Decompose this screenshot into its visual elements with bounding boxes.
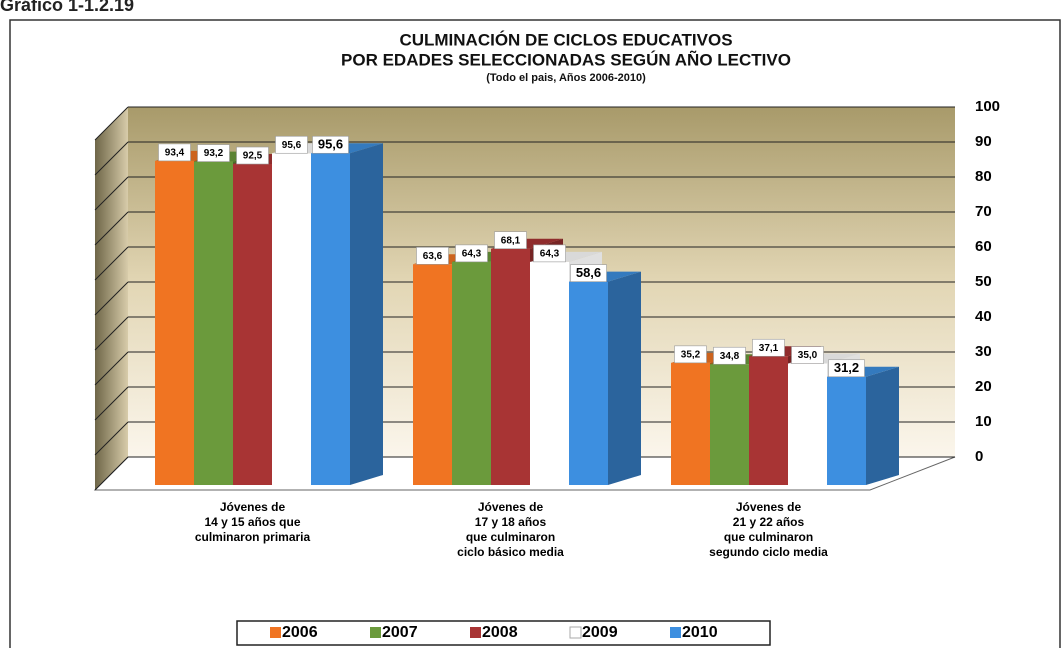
chart-title: POR EDADES SELECCIONADAS SEGÚN AÑO LECTI… (341, 49, 791, 69)
y-tick-label: 30 (975, 343, 992, 360)
legend-marker (670, 627, 681, 638)
legend-label: 2008 (482, 624, 518, 641)
label-box (197, 144, 230, 162)
value-label: 95,6 (282, 140, 302, 151)
grid-line (94, 281, 129, 316)
x-tick-label: Jóvenes de 21 y 22 años que culminaron s… (709, 500, 828, 559)
label-box (275, 135, 308, 154)
x-tick-label: Jóvenes de 14 y 15 años que culminaron p… (194, 500, 311, 544)
grid-line (94, 386, 129, 421)
bar (491, 248, 530, 485)
grid-line (94, 421, 129, 456)
y-tick-label: 40 (975, 308, 992, 325)
grid-line (94, 316, 129, 351)
y-tick-label: 20 (975, 378, 992, 395)
value-label: 95,6 (318, 137, 343, 152)
label-box (494, 231, 527, 249)
bar (788, 363, 827, 485)
bar-side (608, 271, 641, 485)
legend-label: 2010 (682, 624, 718, 641)
legend-marker (470, 627, 481, 638)
label-box (713, 346, 746, 365)
bar (569, 281, 608, 485)
grid-line (94, 176, 129, 211)
value-label: 37,1 (759, 343, 779, 354)
y-tick-label: 70 (975, 203, 992, 220)
y-tick-label: 80 (975, 168, 992, 185)
chart-subtitle: (Todo el pais, Años 2006-2010) (486, 72, 646, 84)
value-label: 64,3 (540, 249, 560, 260)
value-label: 31,2 (834, 360, 859, 375)
label-box (455, 244, 488, 263)
bar-side (866, 366, 899, 485)
y-tick-label: 60 (975, 238, 992, 255)
legend-label: 2007 (382, 624, 418, 641)
label-box (674, 345, 707, 364)
bar-side (350, 143, 383, 485)
bar (272, 153, 311, 485)
grid-line (94, 211, 129, 246)
header: Gráfico 1-1.2.19 (0, 0, 134, 15)
grid-line (94, 351, 129, 386)
label-box (570, 264, 607, 282)
x-tick-label: Jóvenes de 17 y 18 años que culminaron c… (457, 500, 564, 559)
y-tick-label: 90 (975, 133, 992, 150)
value-label: 92,5 (243, 151, 263, 162)
bar (311, 153, 350, 485)
y-tick-label: 0 (975, 448, 983, 465)
grid-line (94, 141, 129, 176)
label-box (416, 247, 449, 265)
label-box (312, 135, 349, 154)
bar (452, 261, 491, 485)
bar (233, 164, 272, 485)
label-box (158, 143, 191, 162)
legend-marker (270, 627, 281, 638)
y-tick-label: 10 (975, 413, 992, 430)
value-label: 58,6 (576, 265, 601, 280)
value-label: 93,4 (165, 148, 185, 159)
label-box (533, 244, 566, 263)
legend-marker (370, 627, 381, 638)
bar (749, 356, 788, 485)
legend-label: 2009 (582, 624, 618, 641)
bar (194, 161, 233, 485)
value-label: 34,8 (720, 351, 740, 362)
bar (671, 362, 710, 485)
bar (155, 160, 194, 486)
label-box (236, 146, 269, 165)
value-label: 93,2 (204, 148, 224, 159)
y-tick-label: 50 (975, 273, 992, 290)
grid-line (94, 456, 129, 491)
grid-line (94, 106, 129, 141)
chart-title: CULMINACIÓN DE CICLOS EDUCATIVOS (399, 30, 732, 49)
legend-label: 2006 (282, 624, 318, 641)
legend-box (236, 620, 771, 646)
bar (530, 261, 569, 485)
y-tick-label: 100 (975, 98, 1000, 115)
value-label: 35,2 (681, 349, 701, 360)
value-label: 63,6 (423, 251, 443, 262)
label-box (752, 338, 785, 357)
value-label: 64,3 (462, 249, 482, 260)
value-label: 68,1 (501, 235, 521, 246)
bar (710, 364, 749, 485)
value-label: 35,0 (798, 350, 818, 361)
label-box (828, 359, 865, 378)
legend-marker (569, 626, 582, 639)
label-box (791, 346, 824, 364)
bar (827, 376, 866, 485)
grid-line (94, 246, 129, 281)
bar (413, 264, 452, 485)
